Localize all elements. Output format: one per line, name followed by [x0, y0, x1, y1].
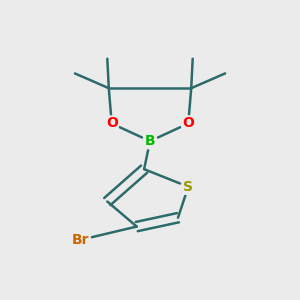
Text: O: O	[182, 116, 194, 130]
Text: S: S	[183, 180, 193, 194]
Text: O: O	[106, 116, 118, 130]
Text: Br: Br	[72, 233, 90, 247]
Text: B: B	[145, 134, 155, 148]
